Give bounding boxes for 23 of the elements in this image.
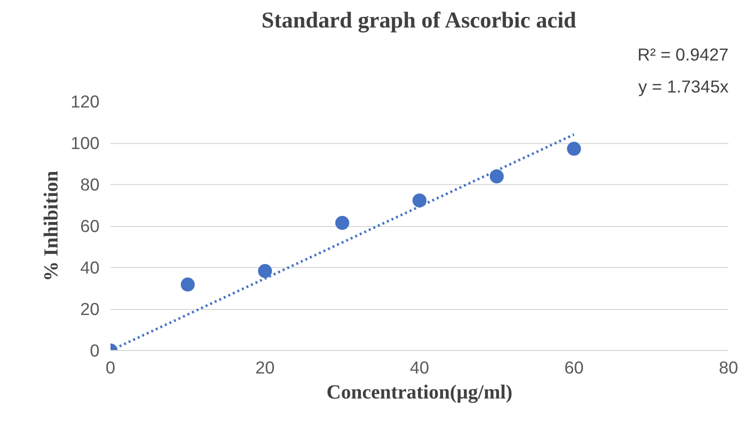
point <box>567 142 581 156</box>
y-tick-label: 40 <box>80 258 100 278</box>
point <box>335 216 350 230</box>
y-axis-title: % Inhibition <box>40 170 63 282</box>
y-tick-label: 120 <box>70 92 100 112</box>
x-tick-label: 0 <box>106 358 116 378</box>
point <box>258 264 272 278</box>
chart-title: Standard graph of Ascorbic acid <box>262 8 577 32</box>
y-tick-label: 20 <box>80 299 100 319</box>
x-tick-label: 20 <box>255 358 275 378</box>
y-tick-label: 60 <box>80 216 100 236</box>
y-tick-label: 100 <box>70 133 100 153</box>
text: R² = 0.9427 <box>637 44 729 64</box>
point <box>412 193 426 208</box>
point <box>180 278 195 292</box>
x-tick-label: 40 <box>410 358 430 378</box>
x-tick-label: 80 <box>718 358 738 378</box>
point <box>490 169 504 184</box>
y-tick-label: 80 <box>80 174 100 194</box>
x-axis-title: Concentration(µg/ml) <box>326 382 512 404</box>
x-tick-label: 60 <box>564 358 584 378</box>
y-tick-label: 0 <box>90 340 100 360</box>
text: y = 1.7345x <box>638 76 729 96</box>
